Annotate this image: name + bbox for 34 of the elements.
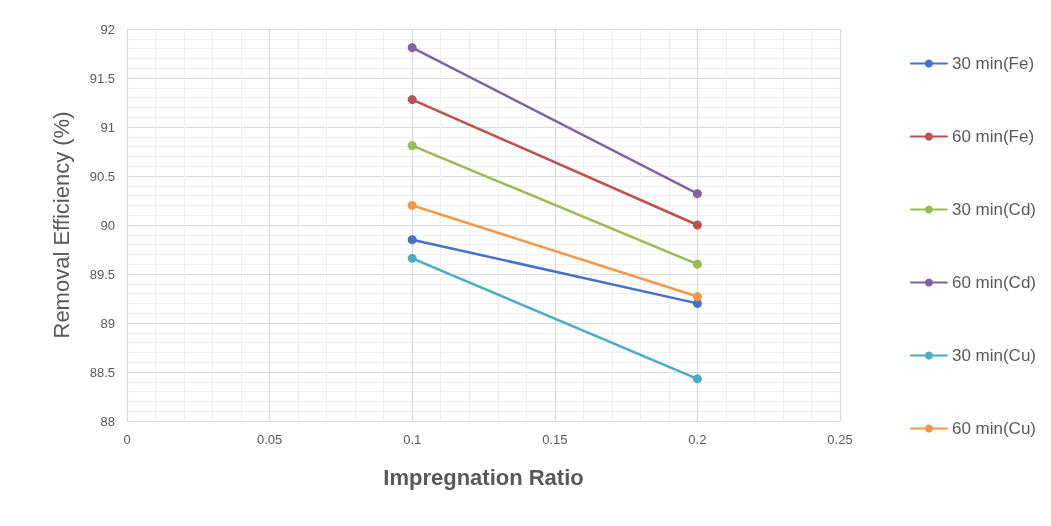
y-tick-label: 90.5 [89,168,115,184]
y-tick-label: 92 [100,21,115,37]
y-tick-label: 88 [100,413,115,429]
point [407,141,417,151]
legend-label: 60 min(Cd) [951,273,1037,292]
legend-label: 30 min(Fe) [951,54,1035,73]
point [407,43,417,53]
x-tick-label: 0 [123,432,131,447]
x-tick-label: 0.15 [542,432,568,447]
x-tick-label: 0.05 [256,432,283,447]
y-tick-label: 89 [100,315,115,331]
y-tick-label: 91 [100,119,115,135]
point [407,95,417,105]
y-tick-label: 88.5 [89,364,115,380]
point [692,259,702,269]
x-tick-label: 0.2 [688,432,707,447]
point [407,235,417,245]
y-tick-label: 89.5 [89,266,115,282]
legend-label: 60 min(Cu) [951,419,1037,438]
x-tick-label: 0.1 [403,432,422,447]
point [692,292,702,302]
legend-label: 30 min(Cd) [951,200,1037,219]
point [407,253,417,263]
x-axis-title: Impregnation Ratio [383,464,584,490]
y-tick-label: 91.5 [89,70,115,86]
point [692,189,702,199]
legend-label: 30 min(Cu) [951,346,1037,365]
point [692,220,702,230]
y-axis-title: Removal Efficiency (%) [48,111,74,339]
y-tick-label: 90 [100,217,115,233]
point [692,374,702,384]
legend-label: 60 min(Fe) [951,127,1035,146]
point [407,200,417,210]
x-tick-label: 0.25 [827,432,853,447]
